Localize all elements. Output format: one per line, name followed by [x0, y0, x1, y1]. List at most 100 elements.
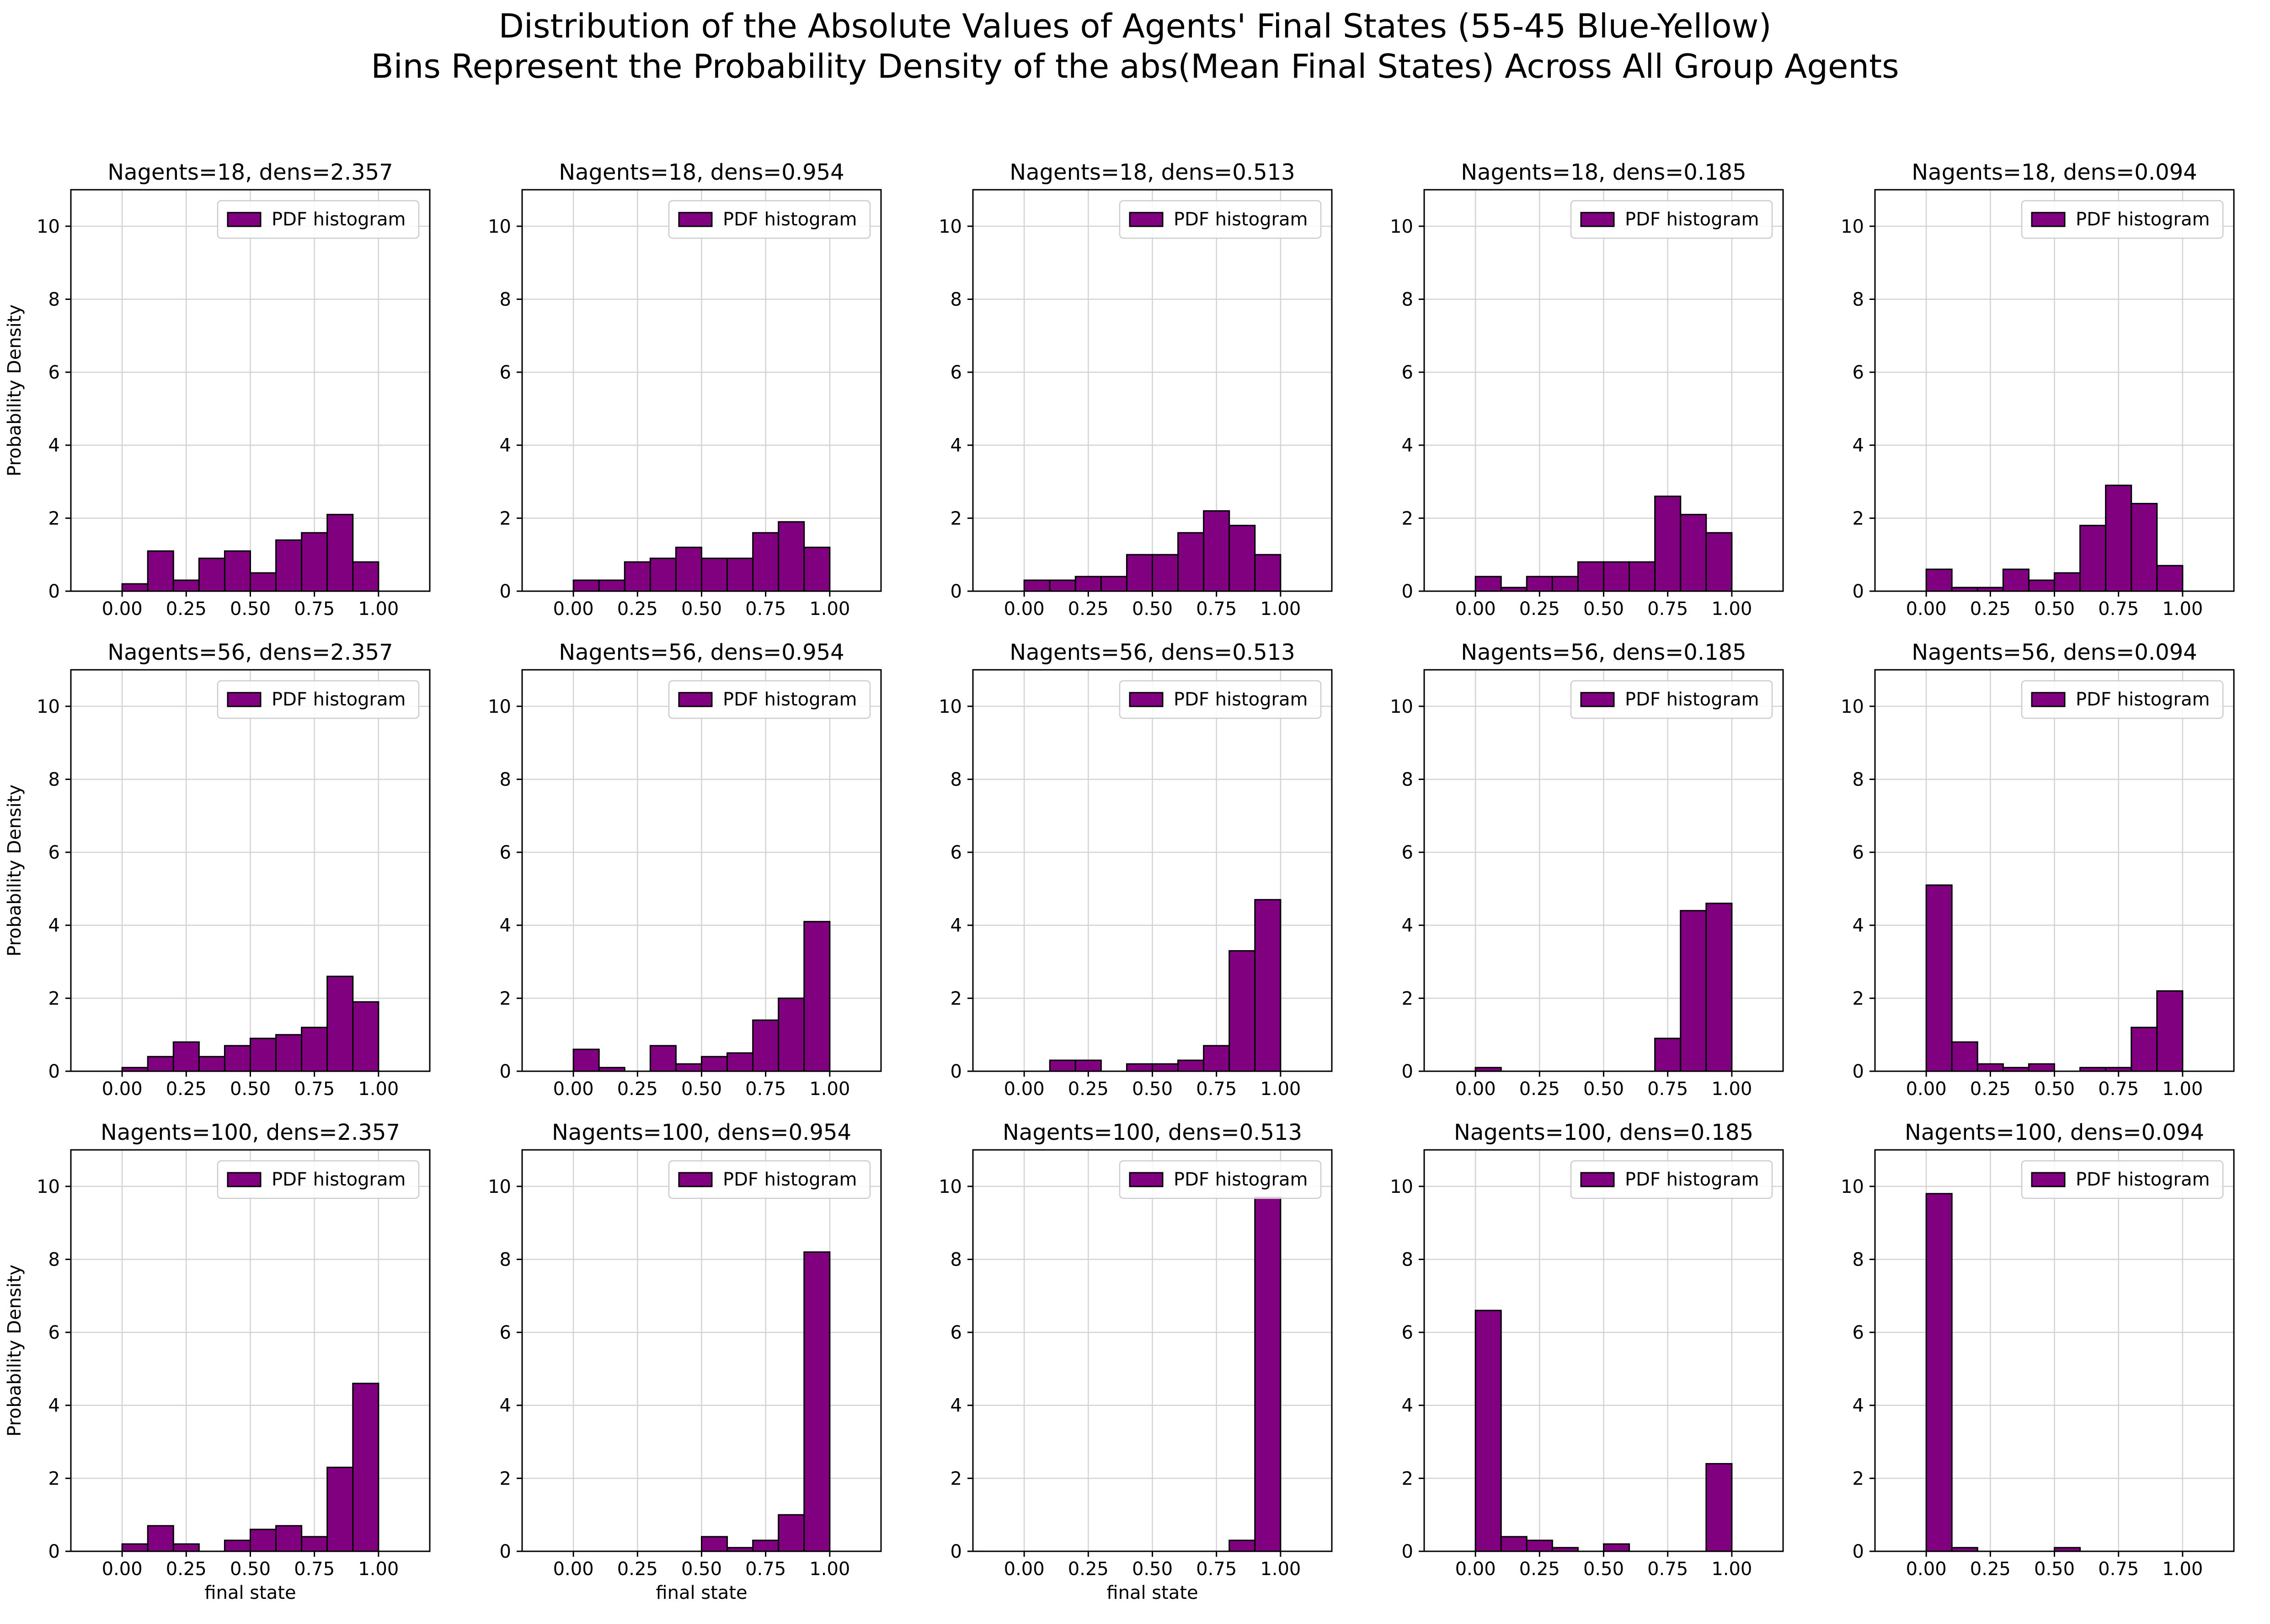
histogram-bar [1603, 561, 1630, 592]
histogram-bar [147, 1056, 174, 1072]
y-tick-label: 0 [951, 1541, 962, 1562]
y-tick-label: 8 [1402, 769, 1413, 790]
histogram-bar [2156, 990, 2184, 1072]
histogram-bar [1126, 1063, 1153, 1072]
y-tick-label: 2 [1853, 1468, 1864, 1489]
y-tick-label: 0 [500, 581, 511, 602]
legend-swatch [678, 1172, 713, 1187]
x-tick-label: 1.00 [1711, 1079, 1752, 1100]
y-tick-label: 4 [500, 435, 511, 456]
y-tick-label: 0 [48, 1061, 60, 1082]
y-tick-label: 2 [48, 1468, 60, 1489]
y-tick-label: 2 [951, 988, 962, 1009]
x-tick-label: 0.00 [1455, 598, 1496, 620]
histogram-bar [1152, 1063, 1179, 1072]
legend: PDF histogram [2021, 200, 2224, 239]
y-tick-label: 6 [1402, 842, 1413, 863]
histogram-bar [649, 557, 677, 592]
histogram-bar [803, 921, 831, 1072]
histogram-bar [1705, 1463, 1733, 1552]
legend-label: PDF histogram [723, 1169, 857, 1190]
x-tick-label: 0.25 [617, 598, 658, 620]
histogram-bar [726, 557, 754, 592]
x-axis-label: final state [656, 1582, 747, 1603]
legend: PDF histogram [2021, 680, 2224, 719]
y-tick-label: 6 [48, 362, 60, 383]
legend-label: PDF histogram [1174, 1169, 1308, 1190]
subplot-11: 0.00 0.25 0.50 0.75 1.00 0 2 4 6 8 10 Nagents=100, … [4, 1120, 431, 1603]
histogram-bar [224, 1539, 251, 1552]
legend-swatch [678, 692, 713, 707]
y-tick-label: 4 [500, 915, 511, 936]
x-tick-label: 0.00 [1455, 1079, 1496, 1100]
x-tick-label: 1.00 [2162, 1079, 2203, 1100]
histogram-bar [803, 546, 831, 592]
subplot-9: 0.00 0.25 0.50 0.75 1.00 0 2 4 6 8 10 Nagents=56, d… [1390, 640, 1784, 1100]
histogram-bars [1925, 1193, 2081, 1552]
histogram-bar [1100, 576, 1127, 592]
y-tick-label: 8 [951, 1249, 962, 1270]
y-tick-label: 4 [48, 1395, 60, 1416]
histogram-bar [198, 1056, 225, 1072]
x-tick-label: 0.75 [1196, 1079, 1237, 1100]
x-tick-label: 0.50 [681, 598, 722, 620]
histogram-bar [572, 1048, 600, 1072]
histogram-bar [803, 1251, 831, 1552]
histogram-bar [1925, 884, 1953, 1072]
y-tick-label: 6 [951, 362, 962, 383]
legend-swatch [2031, 1172, 2066, 1187]
x-tick-label: 0.50 [681, 1079, 722, 1100]
x-tick-label: 0.00 [1906, 598, 1947, 620]
legend-box [2021, 680, 2224, 719]
legend-label: PDF histogram [272, 209, 406, 230]
y-tick-label: 8 [1402, 289, 1413, 310]
histogram-bar [1577, 561, 1604, 592]
histogram-bar [1177, 532, 1205, 592]
histogram-bar [752, 1539, 780, 1552]
y-tick-label: 6 [1402, 1322, 1413, 1343]
histogram-bar [1951, 1041, 1978, 1072]
legend-box [1570, 680, 1773, 719]
x-tick-label: 0.00 [553, 1559, 594, 1580]
histogram-bar [326, 975, 354, 1072]
legend-swatch [678, 212, 713, 227]
x-tick-label: 0.00 [1004, 1559, 1045, 1580]
y-tick-label: 4 [1853, 915, 1864, 936]
histogram-bar [121, 583, 149, 592]
y-tick-label: 0 [1402, 1541, 1413, 1562]
legend-box [217, 1160, 420, 1199]
y-tick-label: 2 [1853, 508, 1864, 529]
histogram-bar [572, 579, 600, 592]
y-tick-label: 0 [951, 1061, 962, 1082]
histogram-bar [726, 1052, 754, 1072]
x-tick-label: 0.25 [1068, 598, 1109, 620]
histogram-bar [275, 1034, 303, 1072]
legend-box [1570, 1160, 1773, 1199]
histogram-bar [1551, 576, 1579, 592]
x-tick-label: 0.75 [294, 1079, 335, 1100]
legend-label: PDF histogram [2076, 1169, 2210, 1190]
histogram-bar [675, 546, 703, 592]
y-tick-label: 10 [1390, 696, 1413, 717]
y-tick-label: 0 [1402, 1061, 1413, 1082]
y-tick-label: 0 [500, 1061, 511, 1082]
y-tick-label: 6 [1402, 362, 1413, 383]
legend-label: PDF histogram [1625, 209, 1759, 230]
x-tick-label: 0.25 [166, 1559, 207, 1580]
y-tick-label: 6 [951, 842, 962, 863]
y-tick-label: 8 [500, 1249, 511, 1270]
histogram-bar [1654, 495, 1682, 592]
histogram-bar [1074, 576, 1102, 592]
y-tick-label: 6 [1853, 842, 1864, 863]
legend-swatch [1129, 692, 1164, 707]
x-tick-label: 1.00 [358, 598, 399, 620]
legend-swatch [1129, 1172, 1164, 1187]
y-tick-label: 2 [48, 988, 60, 1009]
y-axis-label: Probability Density [4, 785, 25, 956]
x-tick-label: 0.50 [230, 1079, 271, 1100]
x-tick-label: 0.50 [1583, 1559, 1624, 1580]
y-tick-label: 8 [1853, 1249, 1864, 1270]
legend-box [668, 200, 871, 239]
x-tick-label: 0.25 [166, 1079, 207, 1100]
